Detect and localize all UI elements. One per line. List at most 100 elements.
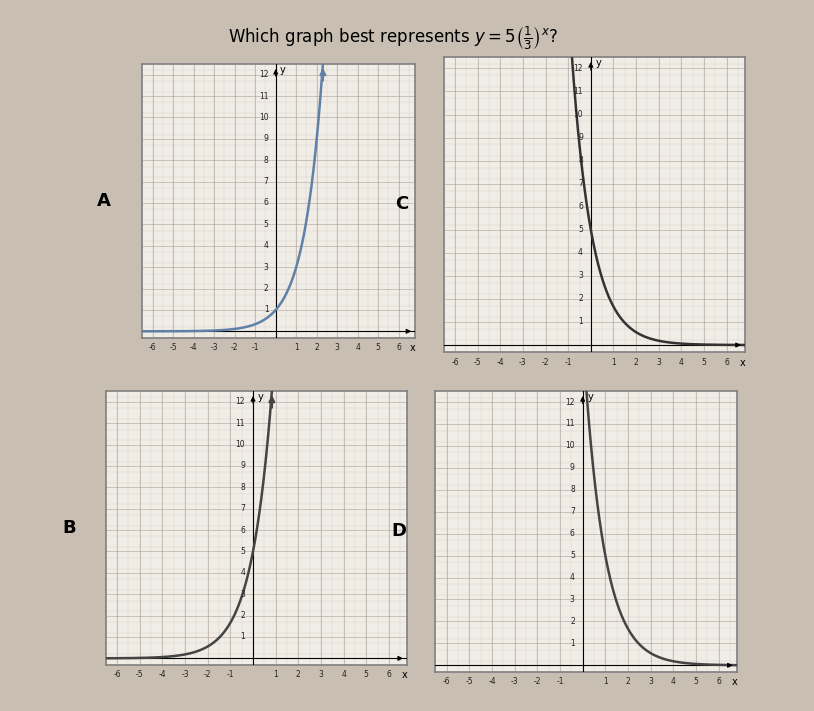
- Text: 12: 12: [259, 70, 269, 79]
- Text: 10: 10: [573, 110, 583, 119]
- Text: -6: -6: [443, 678, 451, 686]
- Text: 3: 3: [570, 595, 575, 604]
- Text: 5: 5: [702, 358, 707, 367]
- Text: 6: 6: [570, 529, 575, 538]
- Text: 1: 1: [274, 670, 278, 679]
- Text: 4: 4: [355, 343, 360, 352]
- Text: 10: 10: [235, 440, 245, 449]
- Text: 6: 6: [387, 670, 392, 679]
- Text: 11: 11: [565, 419, 575, 429]
- Text: 4: 4: [671, 678, 676, 686]
- Text: 6: 6: [264, 198, 269, 208]
- Text: A: A: [98, 192, 112, 210]
- Text: 2: 2: [634, 358, 638, 367]
- Text: 5: 5: [240, 547, 245, 556]
- Text: 5: 5: [376, 343, 381, 352]
- Text: y: y: [257, 392, 263, 402]
- Text: 4: 4: [240, 568, 245, 577]
- Text: -5: -5: [474, 358, 481, 367]
- Text: 12: 12: [573, 64, 583, 73]
- Text: 1: 1: [603, 678, 608, 686]
- Text: 3: 3: [656, 358, 661, 367]
- Text: 1: 1: [294, 343, 299, 352]
- Text: 3: 3: [264, 262, 269, 272]
- Text: 4: 4: [570, 573, 575, 582]
- Text: y: y: [595, 58, 601, 68]
- Text: 1: 1: [611, 358, 616, 367]
- Text: 5: 5: [364, 670, 369, 679]
- Text: -1: -1: [564, 358, 572, 367]
- Text: -1: -1: [226, 670, 234, 679]
- Text: 5: 5: [570, 551, 575, 560]
- Text: x: x: [410, 343, 416, 353]
- Text: 7: 7: [578, 179, 583, 188]
- Text: D: D: [392, 523, 407, 540]
- Text: 8: 8: [578, 156, 583, 165]
- Text: 4: 4: [578, 248, 583, 257]
- Text: 3: 3: [648, 678, 653, 686]
- Text: 5: 5: [578, 225, 583, 234]
- Text: -3: -3: [511, 678, 519, 686]
- Text: -2: -2: [231, 343, 239, 352]
- Text: -3: -3: [182, 670, 189, 679]
- Text: 8: 8: [240, 483, 245, 492]
- Text: 7: 7: [264, 177, 269, 186]
- Text: -4: -4: [159, 670, 166, 679]
- Text: 1: 1: [240, 633, 245, 641]
- Text: 12: 12: [235, 397, 245, 406]
- Text: 4: 4: [679, 358, 684, 367]
- Text: 6: 6: [240, 525, 245, 535]
- Text: 6: 6: [724, 358, 729, 367]
- Text: C: C: [395, 196, 408, 213]
- Text: 10: 10: [565, 442, 575, 450]
- Text: -2: -2: [542, 358, 549, 367]
- Text: 2: 2: [314, 343, 319, 352]
- Text: 2: 2: [578, 294, 583, 304]
- Text: 6: 6: [578, 202, 583, 211]
- Text: -2: -2: [204, 670, 212, 679]
- Text: -4: -4: [488, 678, 496, 686]
- Text: 11: 11: [573, 87, 583, 96]
- Text: 7: 7: [240, 504, 245, 513]
- Text: 2: 2: [296, 670, 300, 679]
- Text: Which graph best represents $y = 5\left(\frac{1}{3}\right)^x$?: Which graph best represents $y = 5\left(…: [228, 25, 558, 53]
- Text: 1: 1: [264, 306, 269, 314]
- Text: 8: 8: [264, 156, 269, 165]
- Text: 3: 3: [335, 343, 339, 352]
- Text: -3: -3: [519, 358, 527, 367]
- Text: 11: 11: [259, 92, 269, 100]
- Text: -1: -1: [556, 678, 564, 686]
- Text: 4: 4: [264, 241, 269, 250]
- Text: -6: -6: [451, 358, 459, 367]
- Text: 5: 5: [264, 220, 269, 229]
- Text: 1: 1: [570, 639, 575, 648]
- Text: -2: -2: [534, 678, 541, 686]
- Text: 9: 9: [570, 464, 575, 472]
- Text: 10: 10: [259, 113, 269, 122]
- Text: -1: -1: [252, 343, 259, 352]
- Text: -3: -3: [210, 343, 218, 352]
- Text: 4: 4: [341, 670, 346, 679]
- Text: 9: 9: [264, 134, 269, 144]
- Text: -5: -5: [136, 670, 143, 679]
- Text: 5: 5: [694, 678, 698, 686]
- Text: x: x: [732, 678, 737, 688]
- Text: y: y: [280, 65, 286, 75]
- Text: x: x: [740, 358, 746, 368]
- Text: -4: -4: [497, 358, 504, 367]
- Text: y: y: [587, 392, 593, 402]
- Text: 3: 3: [240, 589, 245, 599]
- Text: -4: -4: [190, 343, 198, 352]
- Text: 2: 2: [264, 284, 269, 293]
- Text: -6: -6: [113, 670, 121, 679]
- Text: 6: 6: [396, 343, 401, 352]
- Text: 2: 2: [570, 617, 575, 626]
- Text: 11: 11: [235, 419, 245, 427]
- Text: 7: 7: [570, 507, 575, 516]
- Text: -5: -5: [466, 678, 473, 686]
- Text: B: B: [63, 519, 77, 537]
- Text: 3: 3: [318, 670, 323, 679]
- Text: 2: 2: [240, 611, 245, 620]
- Text: 6: 6: [716, 678, 721, 686]
- Text: -6: -6: [149, 343, 156, 352]
